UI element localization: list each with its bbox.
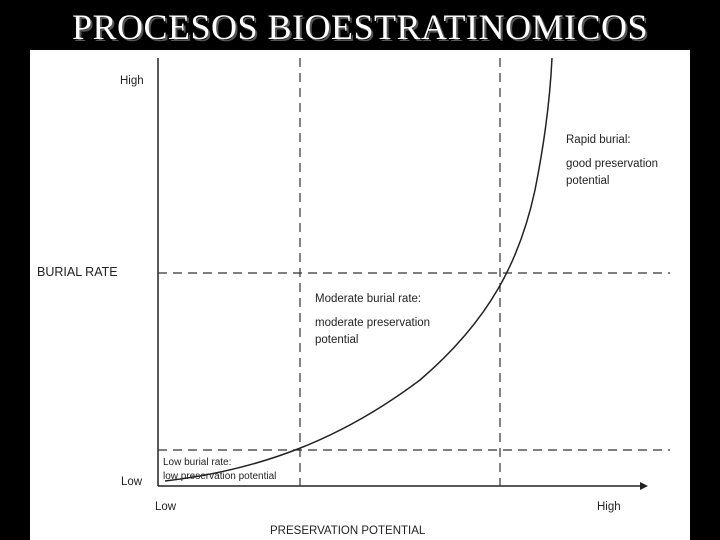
zone-heading: Rapid burial: <box>566 134 631 146</box>
zone-line: potential <box>315 334 358 346</box>
zone-heading: Moderate burial rate: <box>315 293 421 305</box>
curve <box>164 57 553 482</box>
zone-line: low preservation potential <box>163 471 276 482</box>
y-low: Low <box>121 476 143 488</box>
x-low: Low <box>155 501 177 513</box>
zone-heading: Low burial rate: <box>163 457 231 468</box>
slide-title: PROCESOS BIOESTRATINOMICOS <box>71 7 649 47</box>
x-high: High <box>597 501 621 513</box>
panel <box>30 50 690 540</box>
zone-line: good preservation <box>566 158 658 170</box>
x-arrow <box>640 482 648 490</box>
zone-line: moderate preservation <box>315 317 430 329</box>
y-axis-label: BURIAL RATE <box>37 265 118 279</box>
x-axis-label: PRESERVATION POTENTIAL <box>270 525 426 537</box>
zone-line: potential <box>566 175 609 187</box>
y-high: High <box>120 75 144 87</box>
